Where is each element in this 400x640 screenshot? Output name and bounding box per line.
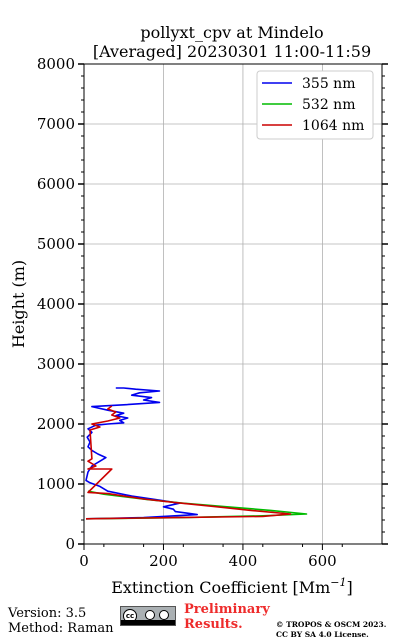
legend-label: 355 nm xyxy=(302,76,355,92)
y-tick-label: 2000 xyxy=(37,415,75,433)
share-alike-icon xyxy=(159,610,169,620)
copyright-line-2: CC BY SA 4.0 License. xyxy=(276,630,369,639)
y-tick-label: 8000 xyxy=(37,55,75,73)
chart-title-line-1: pollyxt_cpv at Mindelo xyxy=(140,23,323,42)
copyright-notice: © TROPOS & OSCM 2023. CC BY SA 4.0 Licen… xyxy=(276,620,386,640)
y-tick-label: 6000 xyxy=(37,175,75,193)
y-tick-label: 7000 xyxy=(37,115,75,133)
y-tick-label: 0 xyxy=(65,535,75,553)
preliminary-line-2: Results. xyxy=(184,617,243,632)
legend-label: 532 nm xyxy=(302,97,355,113)
legend-label: 1064 nm xyxy=(302,118,364,134)
preliminary-line-1: Preliminary xyxy=(184,602,270,617)
y-axis-label: Height (m) xyxy=(9,260,28,348)
y-tick-label: 3000 xyxy=(37,355,75,373)
x-tick-label: 200 xyxy=(149,552,178,570)
y-tick-label: 4000 xyxy=(37,295,75,313)
cc-by-sa-license-icon: cc xyxy=(120,606,176,626)
x-tick-label: 0 xyxy=(79,552,89,570)
x-axis-label: Extinction Coefficient [Mm−1] xyxy=(111,576,353,597)
method-label: Method: Raman xyxy=(8,621,114,636)
legend-box xyxy=(256,70,374,140)
attribution-icon xyxy=(145,610,155,620)
copyright-line-1: © TROPOS & OSCM 2023. xyxy=(276,620,387,629)
chart-title-line-2: [Averaged] 20230301 11:00-11:59 xyxy=(93,42,371,61)
preliminary-results-note: Preliminary Results. xyxy=(184,602,270,632)
series-line-1064-nm xyxy=(85,405,292,520)
legend: 355 nm 532 nm 1064 nm xyxy=(256,70,374,140)
version-label: Version: 3.5 xyxy=(8,606,87,621)
axis-ticks: 0 200 400 600010002000300040005000600070008… xyxy=(37,55,388,570)
series-layer xyxy=(85,387,308,520)
y-tick-label: 1000 xyxy=(37,475,75,493)
x-tick-label: 400 xyxy=(229,552,258,570)
x-tick-label: 600 xyxy=(308,552,337,570)
y-tick-label: 5000 xyxy=(37,235,75,253)
